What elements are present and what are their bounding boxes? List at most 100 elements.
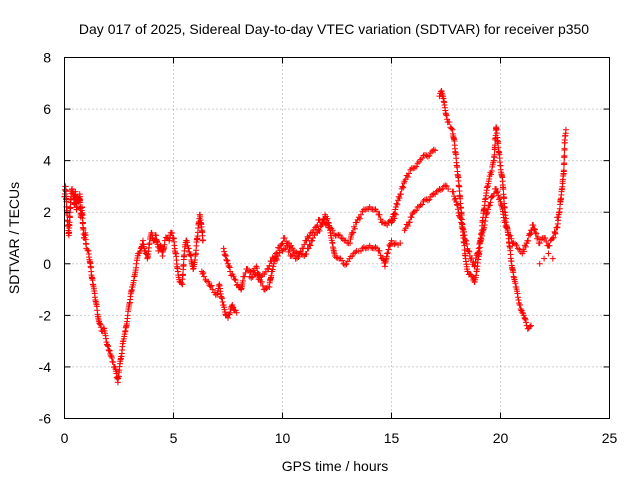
data-point [471, 263, 478, 270]
y-tick-label: 6 [43, 101, 51, 117]
data-point [300, 245, 307, 252]
x-axis-label: GPS time / hours [282, 458, 389, 474]
data-point [270, 263, 277, 270]
data-point [187, 251, 194, 258]
data-point [272, 250, 279, 257]
data-point [274, 249, 281, 256]
data-point [460, 228, 467, 235]
data-point [561, 152, 568, 159]
data-point [452, 195, 459, 202]
data-point [453, 198, 460, 205]
data-point [397, 191, 404, 198]
data-point [546, 242, 553, 249]
y-tick-label: 2 [43, 204, 51, 220]
data-point [199, 270, 206, 277]
data-point [207, 283, 214, 290]
data-point [377, 216, 384, 223]
data-point [448, 125, 455, 132]
data-point [550, 234, 557, 241]
data-point [334, 254, 341, 261]
data-point [453, 201, 460, 208]
data-point [106, 347, 113, 354]
data-point [501, 219, 508, 226]
data-point [309, 237, 316, 244]
data-point [463, 240, 470, 247]
data-point [377, 252, 384, 259]
data-point [514, 245, 521, 252]
data-point [230, 273, 237, 280]
data-point [488, 171, 495, 178]
data-point [413, 163, 420, 170]
grid [64, 57, 610, 419]
data-point [397, 240, 404, 247]
data-point [458, 219, 465, 226]
data-point [559, 178, 566, 185]
data-point [543, 238, 550, 245]
data-point [419, 155, 426, 162]
data-point [353, 219, 360, 226]
data-point [526, 230, 533, 237]
data-point [424, 197, 431, 204]
data-point [223, 256, 230, 263]
data-point [209, 286, 216, 293]
data-point [483, 210, 490, 217]
data-point [507, 232, 514, 239]
data-point [316, 227, 323, 234]
data-point [490, 190, 497, 197]
data-point [494, 188, 501, 195]
data-point [248, 274, 255, 281]
data-point [230, 304, 237, 311]
data-point [225, 314, 231, 321]
data-point [335, 231, 342, 238]
x-tick-label: 0 [61, 430, 69, 446]
data-point [488, 193, 495, 200]
data-point [521, 248, 528, 255]
data-point [481, 221, 488, 228]
data-point [349, 253, 356, 260]
data-point [437, 187, 444, 194]
data-point [279, 247, 286, 254]
data-point [522, 243, 529, 250]
data-point [352, 249, 359, 256]
data-point [291, 252, 298, 259]
data-points [61, 88, 569, 386]
data-point [386, 242, 393, 249]
data-point [404, 223, 411, 230]
x-tick-label: 5 [170, 430, 178, 446]
data-point [262, 268, 269, 275]
data-point [517, 302, 524, 309]
data-point [482, 218, 489, 225]
data-point [293, 249, 300, 256]
y-axis-label: SDTVAR / TECUs [6, 182, 22, 294]
data-point [224, 257, 231, 264]
data-point [289, 251, 296, 258]
data-point [322, 220, 329, 227]
data-point [222, 253, 229, 260]
data-point [169, 230, 176, 237]
data-point [208, 282, 215, 289]
data-point [356, 215, 363, 222]
data-point [450, 188, 457, 195]
data-point [542, 235, 549, 242]
data-point [308, 238, 315, 245]
data-point [432, 147, 439, 154]
data-point [554, 214, 561, 221]
data-point [200, 269, 207, 276]
data-point [105, 343, 112, 350]
data-point [536, 260, 543, 267]
data-point [485, 206, 492, 213]
data-point [459, 225, 466, 232]
data-point [454, 202, 461, 209]
data-point [205, 278, 212, 285]
data-point [429, 191, 436, 198]
data-point [252, 271, 259, 278]
data-point [256, 274, 263, 281]
data-point [226, 263, 233, 270]
data-point [271, 253, 278, 260]
data-point [329, 227, 336, 234]
data-point [474, 250, 481, 257]
y-tick-label: 4 [43, 153, 51, 169]
data-point [259, 282, 266, 289]
data-point [417, 202, 424, 209]
